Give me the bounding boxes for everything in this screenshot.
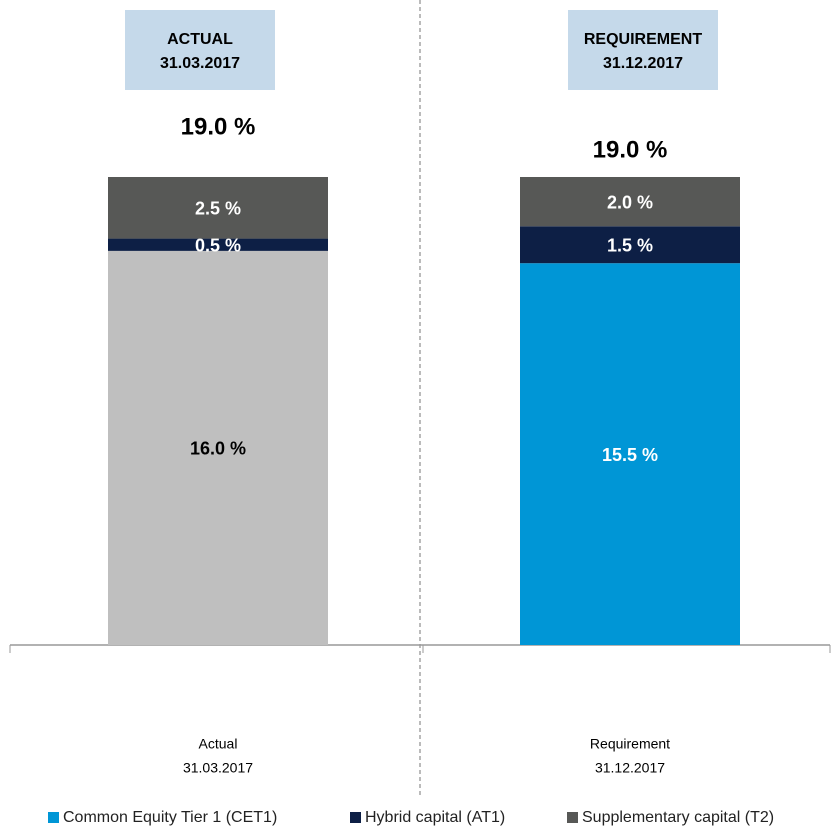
x-tick-label: Actual bbox=[199, 736, 238, 752]
header-text: 31.03.2017 bbox=[160, 55, 240, 72]
value-label: 15.5 % bbox=[602, 445, 658, 465]
bar-segment bbox=[520, 263, 740, 645]
total-label: 19.0 % bbox=[593, 136, 668, 163]
legend-label: Common Equity Tier 1 (CET1) bbox=[63, 809, 277, 826]
bar-segment bbox=[520, 177, 740, 227]
bar-segment bbox=[108, 250, 328, 646]
value-label: 16.0 % bbox=[190, 439, 246, 459]
legend-swatch bbox=[350, 812, 361, 823]
x-tick-label: 31.03.2017 bbox=[183, 760, 253, 776]
bar-segment bbox=[108, 238, 328, 251]
value-label: 2.0 % bbox=[607, 192, 653, 212]
header-text: ACTUAL bbox=[167, 31, 233, 48]
total-label: 19.0 % bbox=[181, 113, 256, 140]
value-label: 0.5 % bbox=[195, 235, 241, 255]
legend-label: Hybrid capital (AT1) bbox=[365, 809, 505, 826]
header-text: REQUIREMENT bbox=[584, 31, 702, 48]
legend-label: Supplementary capital (T2) bbox=[582, 809, 774, 826]
header-box bbox=[125, 10, 275, 90]
x-tick-label: 31.12.2017 bbox=[595, 760, 665, 776]
bar-segment bbox=[108, 177, 328, 239]
bar-segment bbox=[520, 226, 740, 264]
header-box bbox=[568, 10, 718, 90]
legend-swatch bbox=[48, 812, 59, 823]
value-label: 2.5 % bbox=[195, 199, 241, 219]
value-label: 1.5 % bbox=[607, 235, 653, 255]
legend-swatch bbox=[567, 812, 578, 823]
x-tick-label: Requirement bbox=[590, 736, 670, 752]
header-text: 31.12.2017 bbox=[603, 55, 683, 72]
